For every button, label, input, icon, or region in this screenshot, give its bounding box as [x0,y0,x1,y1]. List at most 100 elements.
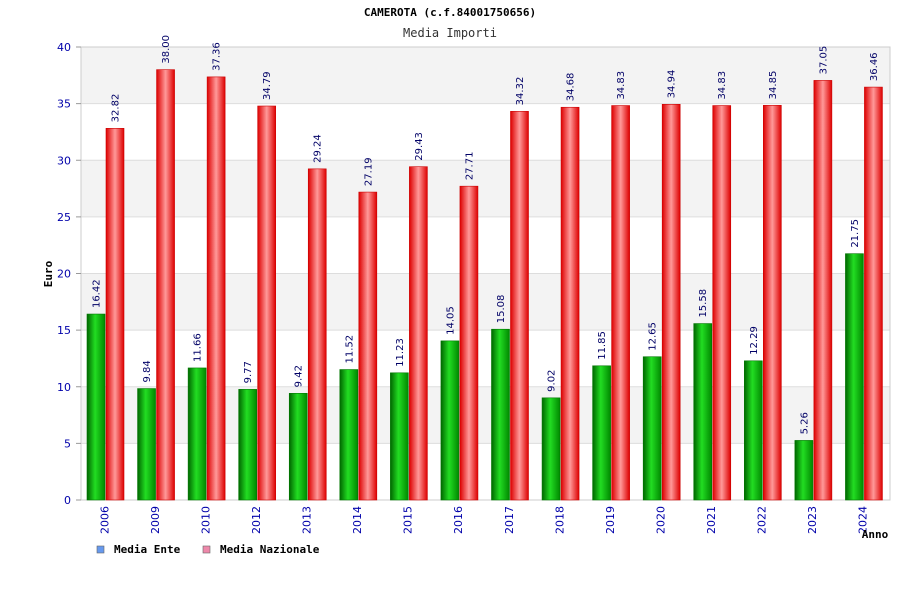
data-label: 34.83 [616,71,627,100]
data-label: 36.46 [869,52,880,81]
data-label: 27.71 [464,152,475,181]
bar-media-nazionale-2009 [156,69,175,501]
data-label: 11.23 [395,338,406,367]
data-label: 11.52 [344,335,355,364]
data-label: 21.75 [850,219,861,248]
data-label: 34.79 [262,71,273,100]
x-tick-label: 2017 [503,506,516,534]
data-label: 34.85 [768,71,779,100]
x-tick-label: 2012 [250,506,263,534]
data-label: 37.36 [212,42,223,71]
y-tick-label: 15 [57,324,71,337]
bar-media-nazionale-2015 [409,166,428,501]
data-label: 29.24 [313,134,324,163]
x-tick-label: 2009 [149,506,162,534]
bar-media-nazionale-2014 [358,191,378,501]
bar-media-nazionale-2023 [813,80,833,501]
bar-media-ente-2021 [693,323,713,501]
legend-swatch-media-ente [96,545,105,554]
y-tick-label: 40 [57,41,71,54]
bar-media-nazionale-2016 [459,185,479,501]
bar-media-ente-2010 [187,367,207,501]
legend-label-media-ente: Media Ente [114,543,181,556]
x-tick-label: 2022 [756,506,769,534]
y-axis: 0 5 10 15 20 25 30 35 40 [57,41,81,507]
bar-media-nazionale-2006 [105,128,125,501]
x-tick-label: 2019 [604,506,617,534]
data-label: 29.43 [414,132,425,161]
x-tick-label: 2024 [857,506,870,534]
bar-media-ente-2023 [794,440,814,501]
data-label: 9.42 [294,365,305,387]
bar-media-nazionale-2020 [661,104,681,501]
x-tick-label: 2018 [553,506,566,534]
bars: 16.42 32.82 9.84 38.00 11.66 37.36 9.77 34.79 9.… [86,35,883,501]
bar-media-ente-2017 [491,328,510,501]
bar-media-ente-2018 [541,397,561,501]
bar-media-ente-2024 [845,253,864,501]
bar-media-nazionale-2013 [307,168,327,501]
x-tick-label: 2020 [654,506,667,534]
x-tick-label: 2006 [98,506,111,534]
bar-media-ente-2016 [440,340,460,501]
data-label: 12.65 [648,322,659,351]
x-tick-label: 2014 [351,506,364,534]
y-tick-label: 5 [64,437,71,450]
data-label: 9.77 [243,361,254,383]
y-tick-label: 10 [57,381,71,394]
y-tick-label: 35 [57,98,71,111]
bar-media-nazionale-2017 [510,111,529,501]
x-tick-label: 2015 [402,506,415,534]
y-tick-label: 0 [64,494,71,507]
chart-title: CAMEROTA (c.f.84001750656) [364,6,536,19]
y-tick-label: 20 [57,268,71,281]
bar-media-ente-2012 [238,389,257,501]
data-label: 11.85 [597,331,608,360]
y-tick-label: 30 [57,154,71,167]
data-label: 5.26 [799,412,810,434]
legend-swatch-media-nazionale [202,545,211,554]
bar-media-ente-2013 [288,393,308,501]
data-label: 15.08 [496,295,507,324]
bar-media-nazionale-2024 [864,86,883,501]
bar-media-nazionale-2012 [257,105,276,501]
x-tick-label: 2021 [705,506,718,534]
data-label: 15.58 [698,289,709,318]
data-label: 34.68 [566,73,577,102]
y-tick-label: 25 [57,211,71,224]
data-label: 34.32 [515,77,526,106]
x-tick-label: 2023 [806,506,819,534]
bar-media-nazionale-2019 [611,105,630,501]
x-tick-label: 2016 [452,506,465,534]
data-label: 37.05 [818,46,829,75]
data-label: 11.66 [193,333,204,362]
bar-media-ente-2006 [86,313,106,501]
bar-media-nazionale-2018 [560,106,580,501]
data-label: 27.19 [363,157,374,186]
y-axis-label: Euro [42,260,55,287]
legend-label-media-nazionale: Media Nazionale [220,543,320,556]
data-label: 14.05 [445,306,456,335]
bar-media-ente-2020 [642,356,662,501]
data-label: 34.83 [717,71,728,100]
chart-subtitle: Media Importi [403,26,497,40]
x-tick-label: 2010 [199,506,212,534]
bar-media-ente-2009 [137,388,156,501]
bar-media-ente-2015 [390,372,409,501]
x-axis: 2006 2009 2010 2012 2013 2014 2015 2016 2017 2018… [98,506,869,534]
data-label: 9.02 [547,370,558,392]
x-axis-label: Anno [862,528,889,541]
bar-media-nazionale-2010 [206,76,226,501]
bar-media-ente-2014 [339,369,359,501]
data-label: 32.82 [111,94,122,123]
data-label: 16.42 [92,279,103,308]
bar-media-nazionale-2021 [712,105,732,501]
data-label: 34.94 [667,70,678,99]
x-tick-label: 2013 [301,506,314,534]
bar-media-nazionale-2022 [763,105,782,501]
data-label: 9.84 [142,360,153,382]
legend: Media Ente Media Nazionale [96,543,320,556]
data-label: 12.29 [749,326,760,355]
bar-media-ente-2019 [592,365,611,501]
